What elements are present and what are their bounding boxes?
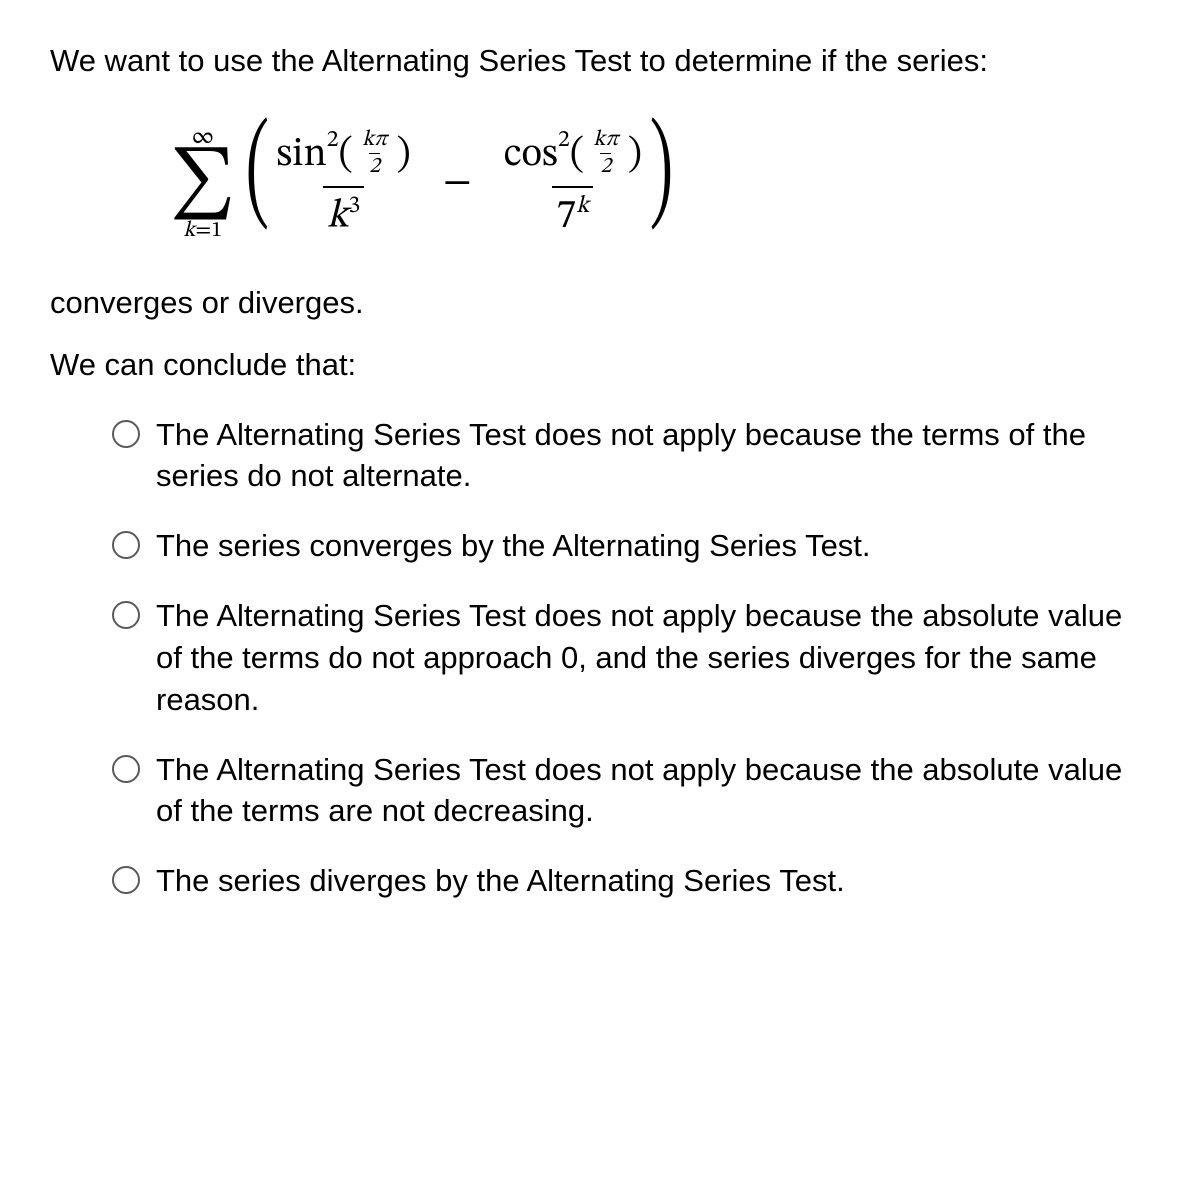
sigma-icon: ∑ <box>170 153 236 216</box>
option-2: The series converges by the Alternating … <box>112 525 1150 567</box>
option-4: The Alternating Series Test does not app… <box>112 749 1150 833</box>
option-1: The Alternating Series Test does not app… <box>112 414 1150 498</box>
summation-symbol: ∞ ∑ k=1 <box>170 125 236 242</box>
term-1: sin2( kπ 2 ) k3 <box>266 131 420 236</box>
radio-button-4[interactable] <box>112 755 140 783</box>
question-container: We want to use the Alternating Series Te… <box>0 0 1200 970</box>
radio-button-5[interactable] <box>112 866 140 894</box>
question-outro: converges or diverges. <box>50 282 1150 324</box>
cos-func: cos <box>504 135 558 175</box>
sum-lower-limit: k=1 <box>183 220 222 242</box>
arg-kpi-over-2-b: kπ 2 <box>593 129 618 178</box>
sin-func: sin <box>276 135 326 175</box>
option-3: The Alternating Series Test does not app… <box>112 595 1150 721</box>
option-text-4: The Alternating Series Test does not app… <box>156 749 1150 833</box>
term-2: cos2( kπ 2 ) 7k <box>494 131 652 236</box>
formula-block: ∞ ∑ k=1 ( sin2( kπ 2 ) k3 − co <box>50 112 1150 242</box>
sin-squared: 2 <box>327 128 339 152</box>
option-text-5: The series diverges by the Alternating S… <box>156 860 1150 902</box>
left-paren: ( <box>245 130 269 220</box>
option-5: The series diverges by the Alternating S… <box>112 860 1150 902</box>
radio-button-2[interactable] <box>112 531 140 559</box>
series-formula: ∞ ∑ k=1 ( sin2( kπ 2 ) k3 − co <box>170 125 671 242</box>
option-text-3: The Alternating Series Test does not app… <box>156 595 1150 721</box>
radio-button-1[interactable] <box>112 420 140 448</box>
options-list: The Alternating Series Test does not app… <box>50 414 1150 903</box>
conclude-prompt: We can conclude that: <box>50 344 1150 386</box>
option-text-2: The series converges by the Alternating … <box>156 525 1150 567</box>
option-text-1: The Alternating Series Test does not app… <box>156 414 1150 498</box>
sum-upper-limit: ∞ <box>191 125 214 149</box>
right-paren: ) <box>650 130 674 220</box>
minus-sign: − <box>443 156 472 210</box>
radio-button-3[interactable] <box>112 601 140 629</box>
arg-kpi-over-2-a: kπ 2 <box>362 129 387 178</box>
cos-squared: 2 <box>558 128 570 152</box>
question-intro: We want to use the Alternating Series Te… <box>50 40 1150 82</box>
